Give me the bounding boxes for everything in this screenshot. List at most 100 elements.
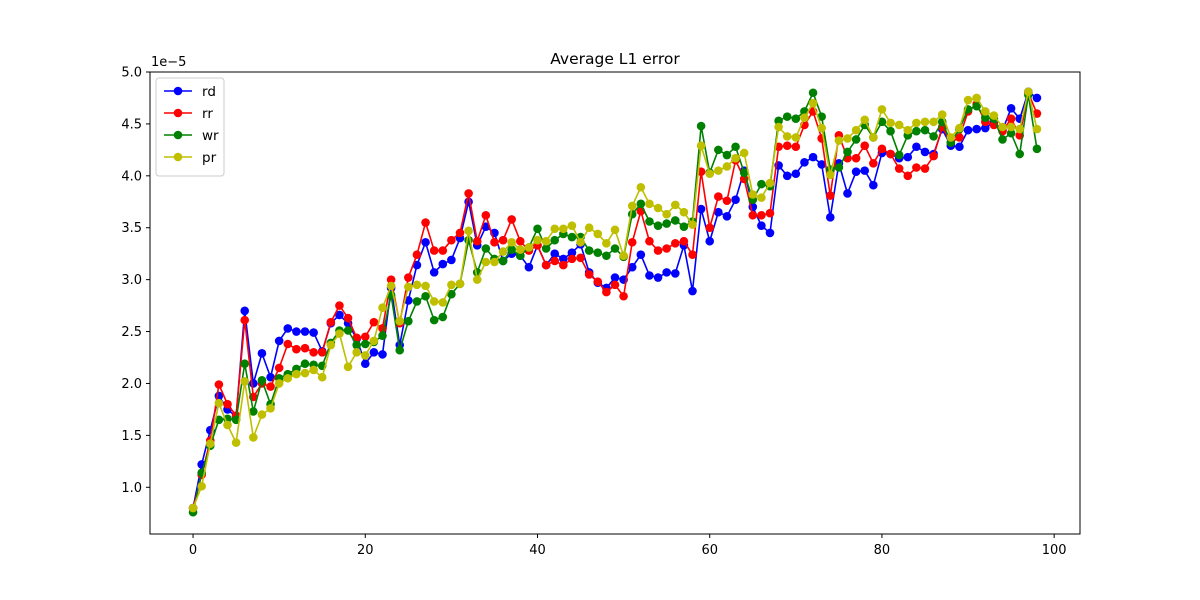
point-rd-84: [912, 142, 921, 152]
legend-item-rr: rr: [164, 106, 213, 122]
point-wr-73: [817, 112, 826, 121]
point-wr-64: [739, 168, 749, 178]
point-rr-25: [404, 273, 413, 282]
point-rd-74: [825, 213, 835, 222]
point-rr-95: [1006, 114, 1016, 124]
point-rd-92: [980, 123, 990, 133]
point-pr-78: [860, 115, 870, 125]
point-rr-27: [421, 218, 430, 227]
point-rr-47: [593, 277, 603, 287]
point-rd-77: [851, 167, 861, 176]
point-pr-69: [782, 132, 792, 141]
point-wr-80: [877, 117, 887, 127]
point-rd-78: [860, 166, 870, 175]
point-pr-93: [989, 111, 999, 120]
point-pr-14: [309, 365, 318, 375]
series-pr: [188, 87, 1042, 513]
point-pr-89: [955, 123, 964, 133]
point-rr-83: [903, 171, 913, 181]
point-wr-6: [240, 359, 250, 369]
point-rr-29: [438, 246, 448, 255]
point-rd-54: [653, 273, 663, 282]
point-rd-76: [843, 189, 852, 198]
point-rd-58: [688, 286, 697, 296]
point-pr-44: [567, 221, 577, 230]
point-rr-12: [292, 344, 301, 354]
point-rr-48: [602, 287, 611, 297]
point-rd-90: [963, 125, 973, 135]
point-rd-53: [645, 271, 654, 280]
point-rr-13: [300, 343, 310, 353]
point-rd-22: [378, 350, 387, 359]
chart-title: Average L1 error: [550, 50, 680, 68]
point-wr-56: [670, 216, 680, 225]
point-pr-51: [627, 201, 637, 211]
point-pr-95: [1006, 122, 1016, 132]
point-wr-18: [343, 326, 353, 335]
point-pr-1: [197, 481, 206, 491]
point-wr-30: [447, 289, 456, 299]
point-rr-26: [412, 250, 422, 260]
point-wr-8: [257, 376, 267, 385]
point-wr-32: [464, 235, 473, 245]
point-wr-25: [404, 316, 413, 326]
point-pr-2: [205, 439, 215, 448]
point-rr-37: [507, 215, 516, 224]
point-pr-37: [507, 237, 516, 247]
point-rr-57: [679, 236, 689, 246]
point-rd-56: [670, 269, 680, 278]
point-pr-21: [369, 336, 379, 346]
point-rd-83: [903, 152, 913, 162]
legend-box: [155, 77, 225, 177]
point-rd-29: [438, 259, 448, 269]
point-rd-59: [696, 204, 706, 214]
point-wr-44: [567, 232, 577, 242]
point-rd-11: [283, 324, 293, 333]
point-pr-50: [619, 251, 628, 261]
point-wr-85: [920, 125, 930, 135]
point-wr-20: [360, 339, 370, 349]
point-rr-89: [955, 133, 964, 142]
point-wr-29: [438, 312, 448, 322]
point-pr-62: [722, 162, 732, 171]
point-pr-66: [757, 193, 766, 202]
point-rr-23: [386, 275, 396, 284]
point-rr-49: [610, 280, 620, 290]
point-rr-36: [498, 235, 508, 245]
legend-marker-wr: [173, 130, 183, 140]
point-pr-76: [843, 134, 852, 143]
point-rd-95: [1006, 104, 1016, 113]
point-pr-45: [576, 237, 585, 247]
point-rd-67: [765, 228, 775, 238]
point-rr-69: [782, 141, 792, 151]
point-rd-27: [421, 237, 430, 247]
point-pr-60: [705, 169, 715, 179]
point-rd-30: [447, 255, 456, 265]
y-tick-label-5.0: 5.0: [121, 66, 142, 81]
point-rd-61: [714, 207, 723, 217]
point-rr-81: [886, 149, 895, 159]
point-pr-39: [524, 243, 534, 252]
point-pr-36: [498, 247, 508, 256]
point-pr-30: [447, 280, 456, 290]
point-wr-70: [791, 114, 801, 124]
point-pr-38: [515, 245, 525, 254]
point-wr-77: [851, 135, 861, 144]
point-rr-77: [851, 153, 861, 163]
point-rr-56: [670, 239, 680, 248]
point-rd-91: [972, 124, 981, 134]
point-pr-73: [817, 123, 826, 133]
point-pr-88: [946, 133, 956, 142]
point-pr-4: [223, 420, 232, 430]
point-rr-74: [825, 191, 835, 200]
point-rr-42: [550, 256, 560, 266]
y-tick-label-3.0: 3.0: [121, 273, 142, 288]
legend-item-rd: rd: [164, 84, 216, 100]
point-pr-68: [774, 122, 783, 132]
point-pr-56: [670, 200, 680, 210]
point-rr-55: [662, 244, 671, 253]
point-wr-13: [300, 359, 310, 369]
point-pr-46: [584, 223, 594, 233]
point-pr-34: [481, 257, 491, 267]
point-pr-92: [980, 107, 990, 116]
